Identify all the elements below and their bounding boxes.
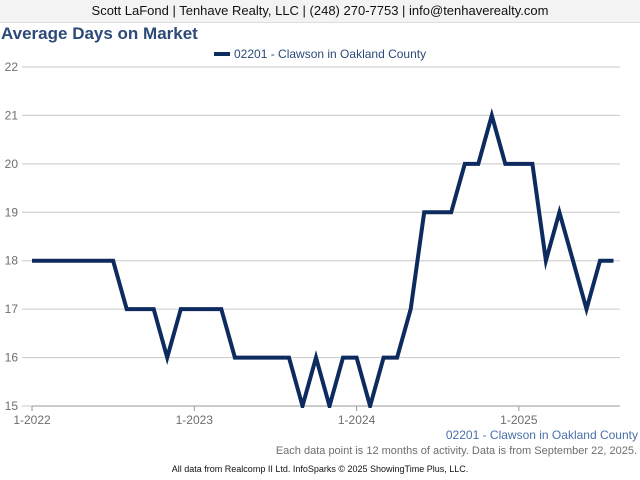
y-tick-label: 21 (5, 108, 19, 122)
series-layer (31, 107, 614, 408)
y-tick-label: 16 (5, 351, 19, 365)
data-credits: All data from Realcomp II Ltd. InfoSpark… (171, 464, 469, 474)
y-tick-label: 19 (5, 205, 19, 219)
chart-title: Average Days on Market (1, 24, 198, 43)
y-tick-label: 17 (5, 302, 19, 316)
legend-label: 02201 - Clawson in Oakland County (234, 47, 426, 61)
grid-lines (22, 66, 620, 407)
x-tick-label: 1-2025 (500, 413, 538, 427)
x-axis-region-label: 02201 - Clawson in Oakland County (446, 428, 638, 442)
y-tick-label: 18 (5, 254, 19, 268)
y-tick-label: 20 (5, 157, 19, 171)
y-tick-label: 22 (5, 60, 19, 74)
y-tick-label: 15 (5, 399, 19, 413)
x-tick-label: 1-2023 (176, 413, 214, 427)
contact-text: Scott LaFond | Tenhave Realty, LLC | (24… (91, 3, 549, 18)
y-tick-labels: 15 16 17 18 19 20 21 22 (5, 60, 19, 413)
series-line (32, 107, 614, 408)
x-tick-label: 1-2024 (338, 413, 376, 427)
x-tick-labels: 1-2022 1-2023 1-2024 1-2025 (13, 406, 538, 427)
contact-banner: Scott LaFond | Tenhave Realty, LLC | (24… (0, 0, 640, 23)
data-footnote: Each data point is 12 months of activity… (275, 445, 637, 457)
x-tick-label: 1-2022 (13, 413, 51, 427)
legend: 02201 - Clawson in Oakland County (214, 47, 426, 61)
